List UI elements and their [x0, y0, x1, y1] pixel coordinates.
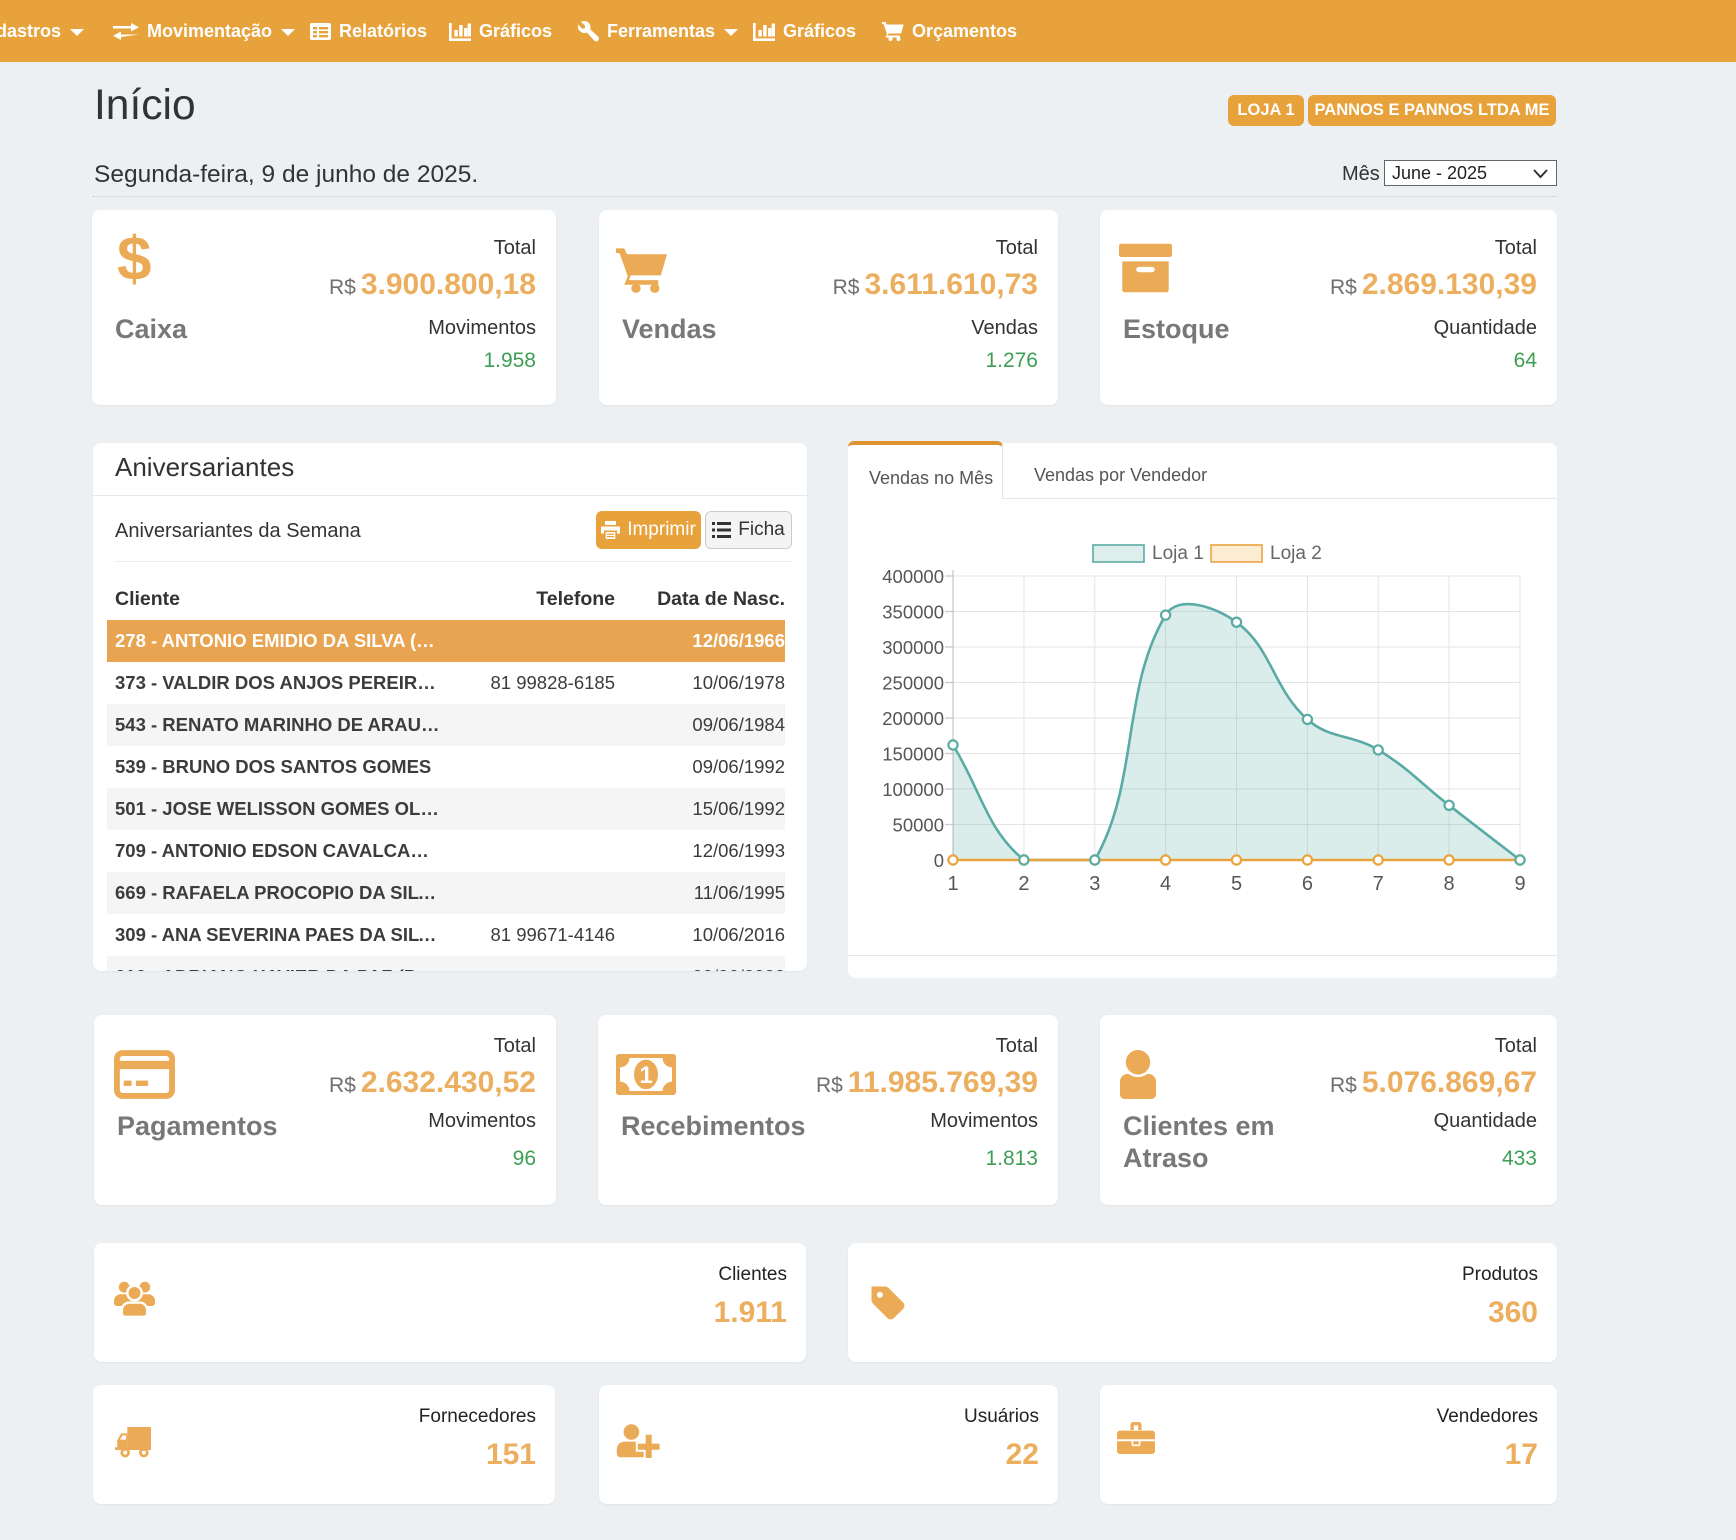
svg-text:400000: 400000	[882, 566, 944, 587]
svg-text:Loja 1: Loja 1	[1152, 543, 1204, 564]
svg-text:100000: 100000	[882, 779, 944, 800]
svg-text:350000: 350000	[882, 602, 944, 623]
svg-text:3: 3	[1089, 873, 1100, 895]
svg-text:8: 8	[1444, 873, 1455, 895]
svg-text:7: 7	[1373, 873, 1384, 895]
svg-text:1: 1	[947, 873, 958, 895]
svg-text:9: 9	[1514, 873, 1525, 895]
svg-text:1: 1	[639, 1062, 652, 1089]
svg-text:2: 2	[1018, 873, 1029, 895]
svg-text:250000: 250000	[882, 673, 944, 694]
svg-text:200000: 200000	[882, 708, 944, 729]
svg-text:6: 6	[1302, 873, 1313, 895]
svg-text:300000: 300000	[882, 637, 944, 658]
svg-text:Loja 2: Loja 2	[1270, 543, 1322, 564]
svg-text:50000: 50000	[893, 815, 944, 836]
svg-text:150000: 150000	[882, 744, 944, 765]
svg-text:5: 5	[1231, 873, 1242, 895]
svg-text:4: 4	[1160, 873, 1171, 895]
svg-text:0: 0	[934, 850, 944, 871]
